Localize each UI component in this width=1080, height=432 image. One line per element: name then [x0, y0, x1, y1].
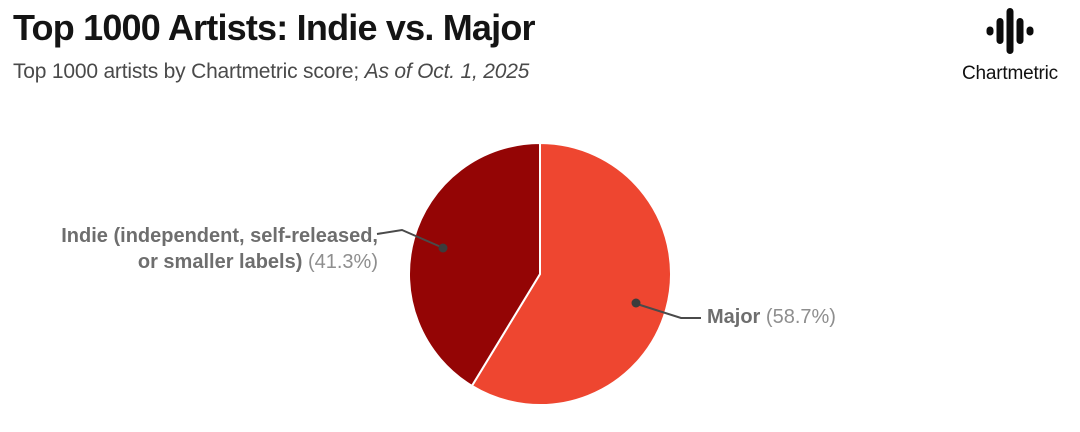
- subtitle-regular: Top 1000 artists by Chartmetric score;: [13, 60, 365, 83]
- indie-label-line2: or smaller labels): [137, 251, 303, 273]
- indie-label-pct: (41.3%): [307, 251, 378, 273]
- pie-slice-indie[interactable]: [408, 142, 541, 387]
- major-slice-label: Major (58.7%): [707, 304, 836, 330]
- major-leader-line: [636, 303, 701, 319]
- indie-label-line1: Indie (independent, self-released,: [61, 225, 378, 247]
- major-label-name: Major: [707, 306, 761, 328]
- subtitle-date: As of Oct. 1, 2025: [364, 60, 530, 83]
- major-leader-dot: [631, 298, 641, 308]
- waveform-icon: [986, 8, 1034, 54]
- pie-slice-major[interactable]: [470, 142, 672, 406]
- indie-slice-label: Indie (independent, self-released, or sm…: [0, 223, 378, 275]
- logo-wordmark: Chartmetric: [962, 63, 1058, 84]
- indie-leader-line: [376, 228, 442, 248]
- indie-leader-dot: [438, 243, 448, 253]
- chart-header: Top 1000 Artists: Indie vs. Major Top 10…: [13, 7, 536, 85]
- major-label-pct: (58.7%): [765, 306, 836, 328]
- page-title: Top 1000 Artists: Indie vs. Major: [13, 7, 536, 48]
- chart-subtitle: Top 1000 artists by Chartmetric score; A…: [13, 59, 535, 85]
- chartmetric-logo: Chartmetric: [946, 6, 1074, 85]
